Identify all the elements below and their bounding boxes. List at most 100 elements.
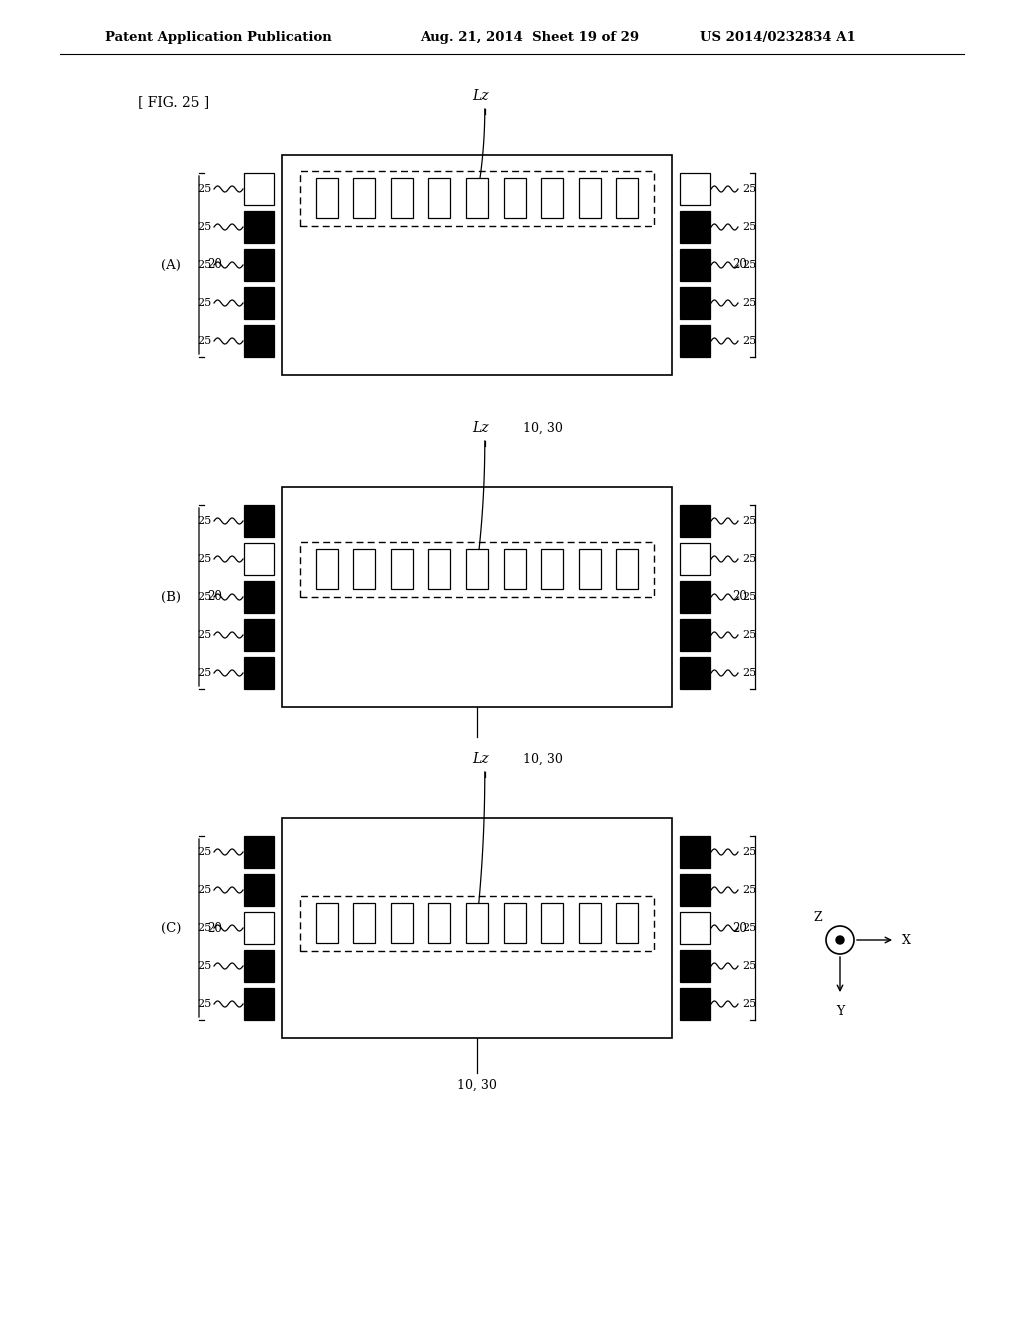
Text: 25: 25 (198, 183, 212, 194)
Bar (353, 549, 375, 589)
Bar (680, 581, 710, 612)
Text: 20: 20 (732, 590, 746, 603)
Bar (282, 487, 672, 708)
Text: 25: 25 (198, 961, 212, 972)
Text: 25: 25 (198, 554, 212, 564)
Bar (579, 178, 601, 218)
Text: Aug. 21, 2014  Sheet 19 of 29: Aug. 21, 2014 Sheet 19 of 29 (420, 30, 639, 44)
Text: 25: 25 (742, 516, 757, 525)
Text: 10, 30: 10, 30 (457, 1078, 497, 1092)
Text: (A): (A) (161, 259, 181, 272)
Bar (244, 581, 274, 612)
Text: 20: 20 (207, 259, 222, 272)
Text: 25: 25 (742, 591, 757, 602)
Bar (680, 211, 710, 243)
Bar (680, 543, 710, 576)
Text: 25: 25 (198, 847, 212, 857)
Bar (244, 987, 274, 1020)
Bar (282, 154, 672, 375)
Text: Lz: Lz (472, 88, 489, 103)
Text: 25: 25 (198, 337, 212, 346)
Bar (428, 549, 451, 589)
Bar (616, 178, 638, 218)
Bar (680, 657, 710, 689)
Text: 25: 25 (198, 668, 212, 678)
Bar (504, 903, 525, 944)
Text: 25: 25 (198, 999, 212, 1008)
Bar (428, 903, 451, 944)
Text: 25: 25 (742, 183, 757, 194)
Bar (616, 903, 638, 944)
Text: [ FIG. 25 ]: [ FIG. 25 ] (138, 95, 209, 110)
Text: 25: 25 (742, 923, 757, 933)
Bar (244, 836, 274, 869)
Text: 10, 30: 10, 30 (523, 752, 562, 766)
Bar (466, 549, 488, 589)
Text: 25: 25 (198, 923, 212, 933)
Text: 25: 25 (742, 554, 757, 564)
Text: 25: 25 (198, 630, 212, 640)
Text: 25: 25 (198, 298, 212, 308)
Text: 25: 25 (742, 847, 757, 857)
Text: 20: 20 (207, 590, 222, 603)
Bar (616, 549, 638, 589)
Bar (244, 173, 274, 205)
Bar (315, 178, 338, 218)
Bar (680, 619, 710, 651)
Bar (282, 818, 672, 1038)
Bar (680, 874, 710, 906)
Bar (428, 178, 451, 218)
Bar (504, 178, 525, 218)
Bar (244, 286, 274, 319)
Bar (542, 178, 563, 218)
Text: 25: 25 (198, 516, 212, 525)
Bar (542, 549, 563, 589)
Bar (391, 549, 413, 589)
Bar (244, 874, 274, 906)
Bar (353, 178, 375, 218)
Bar (244, 249, 274, 281)
Text: 20: 20 (732, 259, 746, 272)
Text: 20: 20 (732, 921, 746, 935)
Text: Lz: Lz (472, 421, 489, 436)
Bar (244, 543, 274, 576)
Bar (300, 896, 654, 950)
Text: 25: 25 (742, 260, 757, 271)
Text: X: X (902, 933, 911, 946)
Bar (504, 549, 525, 589)
Bar (542, 903, 563, 944)
Text: 25: 25 (742, 961, 757, 972)
Text: 25: 25 (742, 337, 757, 346)
Bar (244, 912, 274, 944)
Text: 25: 25 (742, 884, 757, 895)
Text: Y: Y (836, 1005, 844, 1018)
Text: 25: 25 (198, 591, 212, 602)
Text: 10, 30: 10, 30 (523, 422, 562, 436)
Bar (579, 903, 601, 944)
Text: 25: 25 (198, 222, 212, 232)
Bar (315, 549, 338, 589)
Text: US 2014/0232834 A1: US 2014/0232834 A1 (700, 30, 856, 44)
Bar (466, 903, 488, 944)
Bar (391, 903, 413, 944)
Bar (680, 912, 710, 944)
Bar (244, 657, 274, 689)
Bar (391, 178, 413, 218)
Text: 25: 25 (742, 999, 757, 1008)
Bar (579, 549, 601, 589)
Text: 25: 25 (742, 222, 757, 232)
Bar (315, 903, 338, 944)
Text: 25: 25 (742, 668, 757, 678)
Bar (680, 987, 710, 1020)
Text: (C): (C) (161, 921, 181, 935)
Text: (B): (B) (161, 590, 181, 603)
Bar (244, 211, 274, 243)
Text: 20: 20 (207, 921, 222, 935)
Text: 25: 25 (742, 298, 757, 308)
Text: Patent Application Publication: Patent Application Publication (105, 30, 332, 44)
Bar (244, 619, 274, 651)
Bar (680, 325, 710, 356)
Bar (680, 173, 710, 205)
Bar (680, 286, 710, 319)
Text: Lz: Lz (472, 752, 489, 766)
